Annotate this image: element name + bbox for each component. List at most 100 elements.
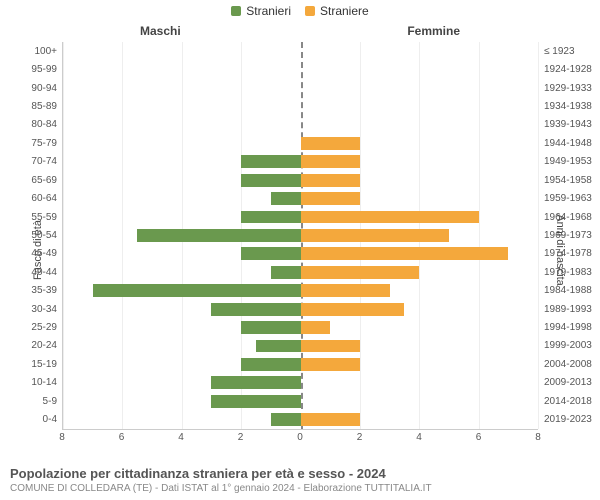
- male-half: [63, 392, 301, 410]
- male-half: [63, 226, 301, 244]
- x-tick: 8: [59, 432, 65, 443]
- male-bar: [211, 303, 300, 316]
- footer-title: Popolazione per cittadinanza straniera p…: [10, 466, 590, 481]
- birth-label: 1929-1933: [538, 83, 592, 94]
- male-half: [63, 300, 301, 318]
- age-label: 90-94: [31, 83, 63, 94]
- x-tick: 0: [297, 432, 303, 443]
- female-bar: [301, 303, 405, 316]
- male-bar: [241, 211, 300, 224]
- male-bar: [241, 321, 300, 334]
- x-tick: 6: [119, 432, 125, 443]
- age-label: 95-99: [31, 64, 63, 75]
- birth-label: 2009-2013: [538, 377, 592, 388]
- birth-label: 2014-2018: [538, 396, 592, 407]
- female-half: [301, 410, 539, 428]
- age-row: 40-441979-1983: [63, 263, 538, 281]
- female-half: [301, 153, 539, 171]
- age-row: 80-841939-1943: [63, 116, 538, 134]
- male-half: [63, 42, 301, 60]
- age-label: 25-29: [31, 322, 63, 333]
- male-half: [63, 97, 301, 115]
- age-label: 0-4: [43, 414, 63, 425]
- female-bar: [301, 266, 420, 279]
- female-half: [301, 189, 539, 207]
- age-label: 100+: [34, 46, 63, 57]
- x-tick: 2: [238, 432, 244, 443]
- birth-label: 2019-2023: [538, 414, 592, 425]
- birth-label: 1994-1998: [538, 322, 592, 333]
- male-bar: [256, 340, 301, 353]
- female-half: [301, 42, 539, 60]
- female-half: [301, 355, 539, 373]
- age-row: 95-991924-1928: [63, 60, 538, 78]
- age-row: 65-691954-1958: [63, 171, 538, 189]
- age-row: 45-491974-1978: [63, 245, 538, 263]
- age-label: 20-24: [31, 340, 63, 351]
- legend-item: Stranieri: [231, 4, 291, 18]
- female-bar: [301, 413, 360, 426]
- age-row: 50-541969-1973: [63, 226, 538, 244]
- age-label: 35-39: [31, 285, 63, 296]
- male-bar: [271, 413, 301, 426]
- age-row: 5-92014-2018: [63, 392, 538, 410]
- x-tick: 4: [178, 432, 184, 443]
- birth-label: 1979-1983: [538, 267, 592, 278]
- female-half: [301, 134, 539, 152]
- pyramid-chart: StranieriStraniere Maschi Femmine Fasce …: [0, 0, 600, 500]
- legend-item: Straniere: [305, 4, 369, 18]
- female-half: [301, 374, 539, 392]
- female-half: [301, 392, 539, 410]
- male-half: [63, 134, 301, 152]
- female-bar: [301, 192, 360, 205]
- age-row: 55-591964-1968: [63, 208, 538, 226]
- male-half: [63, 171, 301, 189]
- age-row: 75-791944-1948: [63, 134, 538, 152]
- birth-label: 1969-1973: [538, 230, 592, 241]
- age-label: 40-44: [31, 267, 63, 278]
- female-bar: [301, 247, 509, 260]
- male-bar: [211, 376, 300, 389]
- male-half: [63, 281, 301, 299]
- birth-label: 1964-1968: [538, 212, 592, 223]
- x-tick: 8: [535, 432, 541, 443]
- legend-swatch: [305, 6, 315, 16]
- footer-subtitle: COMUNE DI COLLEDARA (TE) - Dati ISTAT al…: [10, 483, 590, 494]
- birth-label: 1984-1988: [538, 285, 592, 296]
- female-half: [301, 226, 539, 244]
- age-row: 25-291994-1998: [63, 318, 538, 336]
- female-half: [301, 318, 539, 336]
- female-bar: [301, 174, 360, 187]
- male-half: [63, 79, 301, 97]
- birth-label: 1949-1953: [538, 156, 592, 167]
- male-bar: [241, 155, 300, 168]
- female-bar: [301, 321, 331, 334]
- female-bar: [301, 155, 360, 168]
- age-row: 60-641959-1963: [63, 189, 538, 207]
- x-tick: 4: [416, 432, 422, 443]
- age-row: 100+≤ 1923: [63, 42, 538, 60]
- legend: Stranieri Straniere: [0, 4, 600, 18]
- female-half: [301, 300, 539, 318]
- age-label: 30-34: [31, 304, 63, 315]
- female-half: [301, 281, 539, 299]
- female-bar: [301, 284, 390, 297]
- age-label: 55-59: [31, 212, 63, 223]
- birth-label: 1924-1928: [538, 64, 592, 75]
- title-femmine: Femmine: [407, 24, 460, 38]
- x-tick: 6: [476, 432, 482, 443]
- birth-label: ≤ 1923: [538, 46, 575, 57]
- birth-label: 1954-1958: [538, 175, 592, 186]
- age-label: 45-49: [31, 248, 63, 259]
- birth-label: 1999-2003: [538, 340, 592, 351]
- age-label: 15-19: [31, 359, 63, 370]
- male-half: [63, 153, 301, 171]
- female-half: [301, 245, 539, 263]
- age-row: 35-391984-1988: [63, 281, 538, 299]
- male-half: [63, 410, 301, 428]
- male-bar: [211, 395, 300, 408]
- male-half: [63, 245, 301, 263]
- birth-label: 2004-2008: [538, 359, 592, 370]
- male-bar: [241, 247, 300, 260]
- birth-label: 1974-1978: [538, 248, 592, 259]
